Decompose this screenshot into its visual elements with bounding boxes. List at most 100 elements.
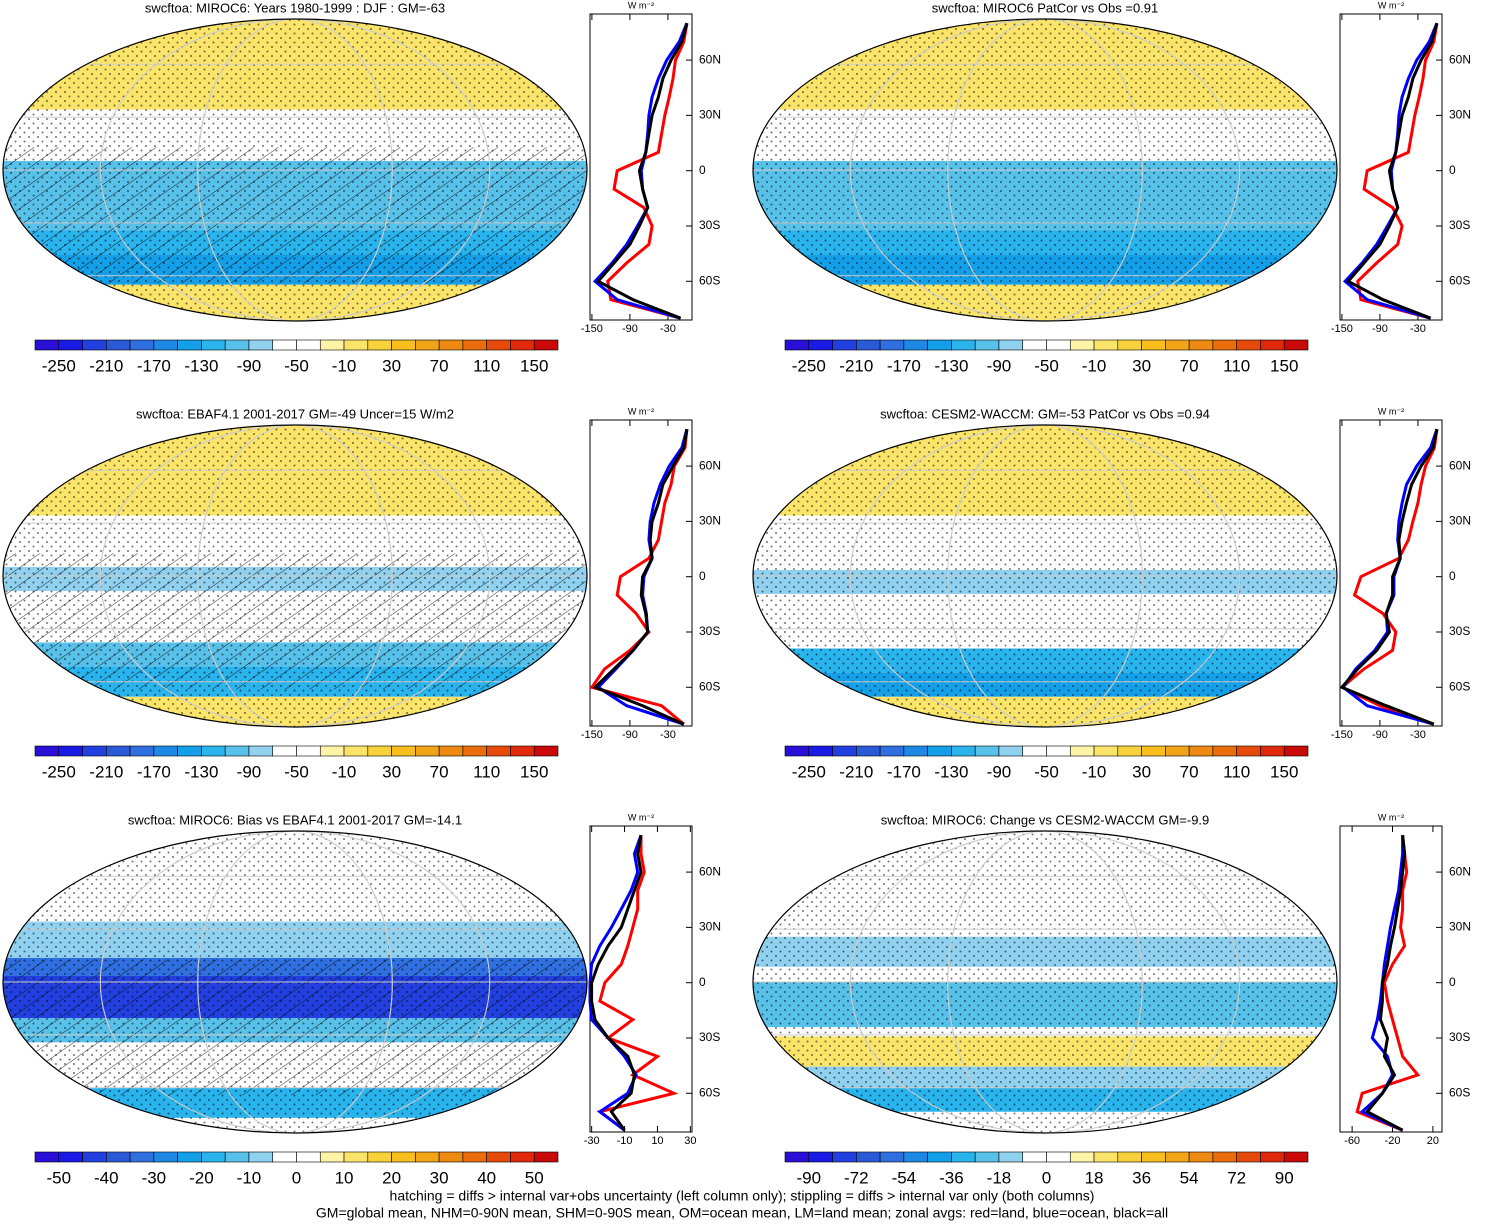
colorbar-box bbox=[319, 1151, 345, 1163]
colorbar-box bbox=[1069, 339, 1095, 351]
colorbar-box bbox=[1046, 339, 1071, 351]
colorbar-box bbox=[1283, 1151, 1309, 1163]
colorbar-box bbox=[784, 745, 810, 757]
y-tick-label: 60N bbox=[699, 864, 721, 878]
colorbar-box bbox=[1117, 339, 1142, 351]
colorbar-label: -210 bbox=[839, 356, 873, 375]
colorbar-label: -130 bbox=[184, 762, 218, 781]
colorbar-label: 70 bbox=[430, 762, 449, 781]
zonal-line bbox=[1342, 22, 1439, 320]
colorbar-label: 70 bbox=[1180, 762, 1199, 781]
x-tick-label: -30 bbox=[1410, 729, 1426, 741]
colorbar-box bbox=[510, 1151, 535, 1163]
colorbar-label: -130 bbox=[934, 762, 968, 781]
colorbar-box bbox=[808, 1151, 833, 1163]
colorbar-label: -50 bbox=[1034, 762, 1059, 781]
colorbar-box bbox=[832, 745, 857, 757]
colorbar-label: 0 bbox=[1042, 1168, 1051, 1187]
colorbar-label: 150 bbox=[1270, 762, 1298, 781]
colorbar-box bbox=[367, 1151, 392, 1163]
colorbar-box bbox=[343, 1151, 369, 1163]
y-tick-label: 30S bbox=[699, 1030, 720, 1044]
colorbar-box bbox=[533, 745, 559, 757]
colorbar-box bbox=[1260, 339, 1285, 351]
colorbar-label: 30 bbox=[1132, 762, 1151, 781]
y-tick-label: 60N bbox=[1449, 52, 1471, 66]
colorbar-label: -10 bbox=[332, 356, 357, 375]
colorbar-box bbox=[462, 1151, 487, 1163]
colorbar-label: 30 bbox=[382, 356, 401, 375]
colorbar-box bbox=[486, 745, 511, 757]
panel: swcftoa: MIROC6: Change vs CESM2-WACCM G… bbox=[752, 812, 1471, 1187]
colorbar-label: 10 bbox=[335, 1168, 354, 1187]
colorbar-box bbox=[1022, 1151, 1047, 1163]
x-tick-label: -30 bbox=[660, 323, 676, 335]
map bbox=[753, 425, 1337, 727]
colorbar-label: 50 bbox=[525, 1168, 544, 1187]
colorbar-box bbox=[1283, 745, 1309, 757]
panel-title: swcftoa: MIROC6: Change vs CESM2-WACCM G… bbox=[881, 812, 1210, 827]
colorbar-box bbox=[1093, 745, 1119, 757]
colorbar-box bbox=[1188, 1151, 1214, 1163]
y-tick-label: 60N bbox=[1449, 458, 1471, 472]
colorbar-box bbox=[319, 745, 345, 757]
panel-title: swcftoa: CESM2-WACCM: GM=-53 PatCor vs O… bbox=[880, 406, 1210, 421]
colorbar-label: 18 bbox=[1085, 1168, 1104, 1187]
colorbar-box bbox=[129, 745, 155, 757]
colorbar-box bbox=[927, 339, 952, 351]
hatching bbox=[3, 553, 587, 690]
colorbar-label: -170 bbox=[137, 356, 171, 375]
colorbar-box bbox=[1283, 339, 1309, 351]
colorbar-box bbox=[34, 1151, 60, 1163]
colorbar-box bbox=[1093, 1151, 1119, 1163]
colorbar-box bbox=[927, 1151, 952, 1163]
colorbar-box bbox=[296, 1151, 321, 1163]
colorbar-box bbox=[272, 339, 297, 351]
colorbar-box bbox=[1212, 339, 1237, 351]
colorbar-box bbox=[784, 339, 810, 351]
x-tick-label: -60 bbox=[1344, 1135, 1360, 1147]
colorbar-box bbox=[1188, 339, 1214, 351]
colorbar-box bbox=[1117, 745, 1142, 757]
x-tick-label: -20 bbox=[1385, 1135, 1401, 1147]
colorbar-box bbox=[34, 339, 60, 351]
colorbar-box bbox=[510, 745, 535, 757]
colorbar-box bbox=[319, 339, 345, 351]
colorbar-label: -18 bbox=[987, 1168, 1012, 1187]
colorbar-box bbox=[248, 745, 274, 757]
colorbar-box bbox=[106, 339, 131, 351]
y-tick-label: 30N bbox=[699, 108, 721, 122]
colorbar-box bbox=[415, 745, 440, 757]
colorbar-box bbox=[106, 745, 131, 757]
colorbar-label: 150 bbox=[520, 762, 548, 781]
colorbar-box bbox=[438, 1151, 464, 1163]
colorbar-box bbox=[106, 1151, 131, 1163]
colorbar-box bbox=[391, 745, 416, 757]
hatching bbox=[3, 147, 587, 284]
map bbox=[3, 19, 587, 321]
zonal-unit: W m⁻² bbox=[1378, 406, 1404, 416]
zonal-line bbox=[592, 22, 689, 320]
x-tick-label: -150 bbox=[581, 323, 603, 335]
colorbar-label: -10 bbox=[1082, 356, 1107, 375]
colorbar-box bbox=[1022, 745, 1047, 757]
colorbar-box bbox=[1165, 1151, 1190, 1163]
colorbar-label: -54 bbox=[892, 1168, 917, 1187]
colorbar-box bbox=[201, 339, 226, 351]
colorbar-label: -250 bbox=[792, 762, 826, 781]
zonal-line bbox=[590, 834, 643, 1132]
colorbar-label: 40 bbox=[477, 1168, 496, 1187]
colorbar-box bbox=[879, 745, 905, 757]
colorbar-box bbox=[1117, 1151, 1142, 1163]
colorbar-label: 30 bbox=[1132, 356, 1151, 375]
colorbar-label: 70 bbox=[1180, 356, 1199, 375]
colorbar-box bbox=[343, 745, 369, 757]
colorbar-box bbox=[391, 1151, 416, 1163]
colorbar-box bbox=[415, 339, 440, 351]
colorbar-box bbox=[177, 745, 202, 757]
colorbar-box bbox=[82, 745, 107, 757]
colorbar-label: -250 bbox=[792, 356, 826, 375]
y-tick-label: 30N bbox=[699, 514, 721, 528]
zonal-line bbox=[595, 22, 689, 320]
